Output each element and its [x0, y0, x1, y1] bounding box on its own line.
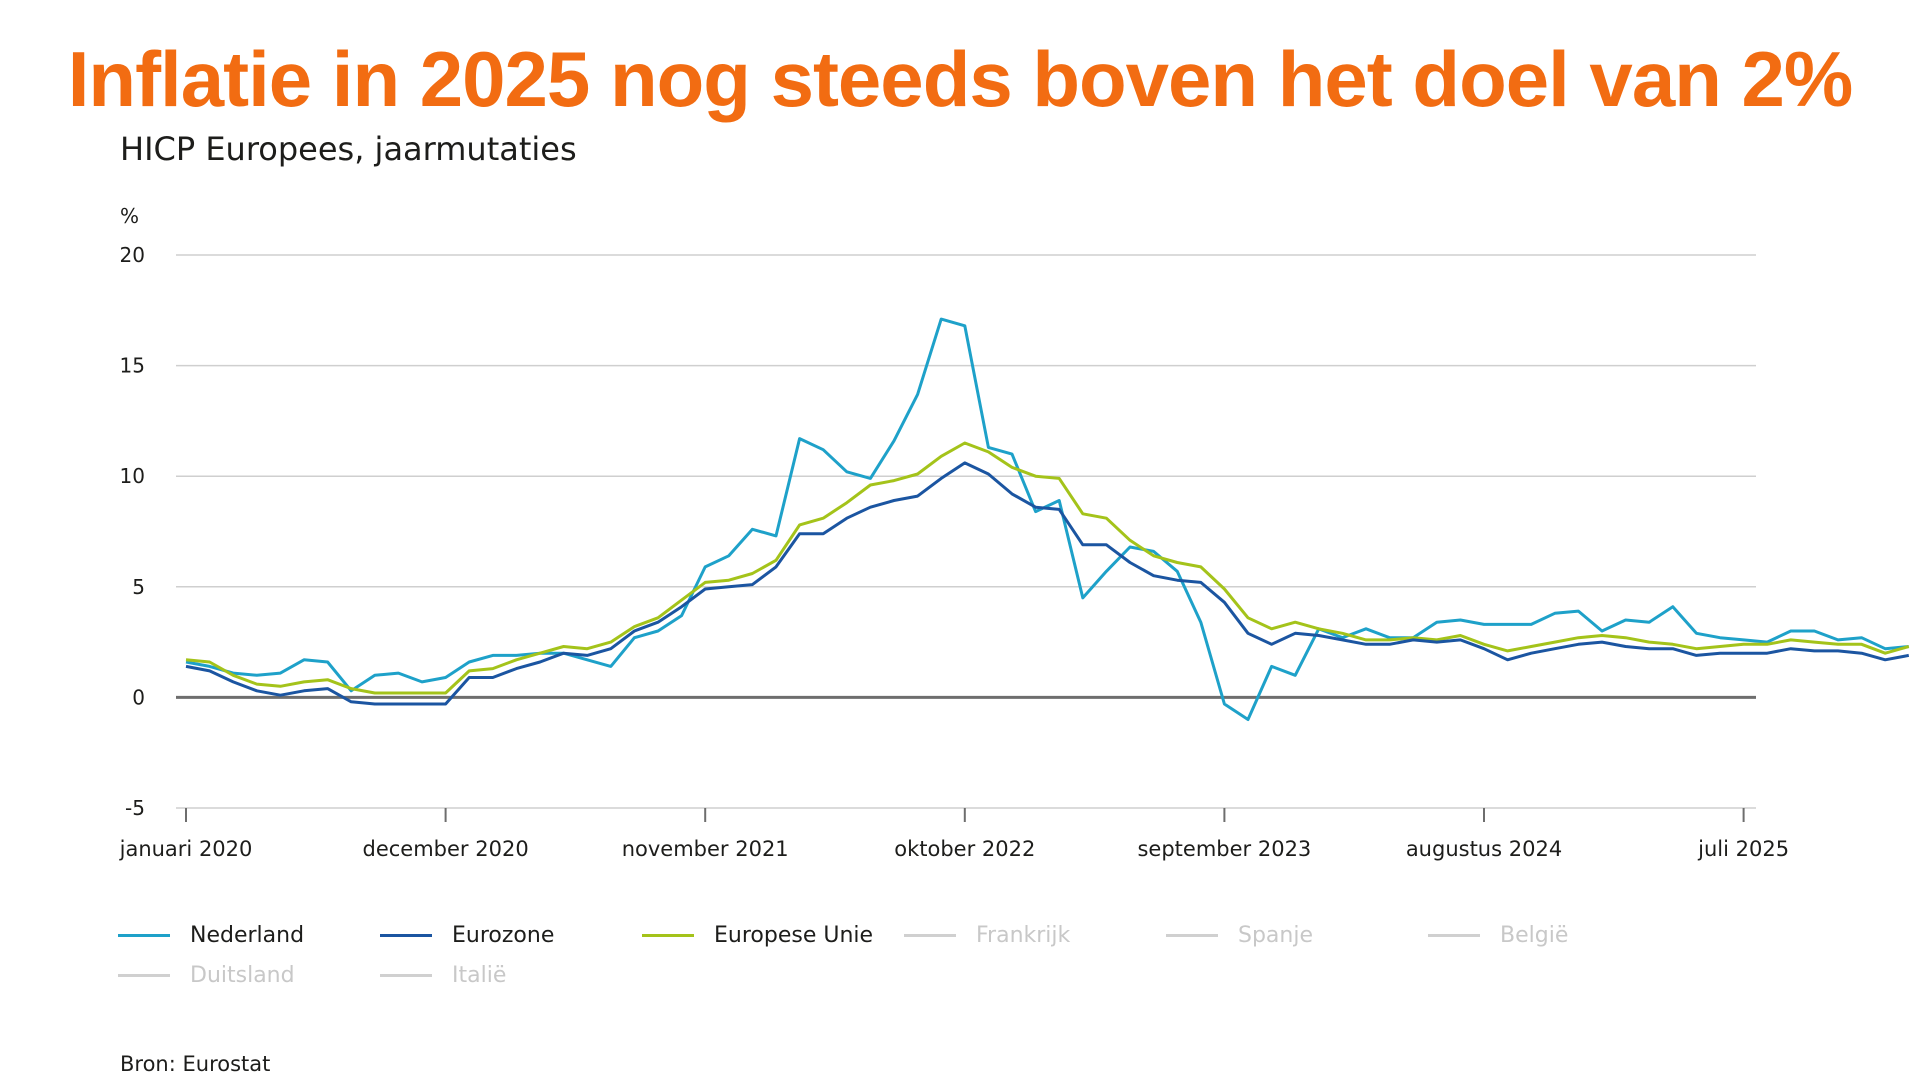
- x-tick-label: november 2021: [622, 837, 789, 861]
- legend-item-europese-unie[interactable]: Europese Unie: [642, 918, 873, 952]
- y-tick-label: 10: [120, 464, 145, 488]
- y-tick-label: 20: [120, 243, 145, 267]
- series-line-nederland: [185, 317, 1909, 721]
- legend-swatch: [1166, 933, 1218, 937]
- x-tick-label: januari 2020: [119, 837, 253, 861]
- legend-swatch: [118, 973, 170, 977]
- legend-item-frankrijk[interactable]: Frankrijk: [904, 918, 1070, 952]
- legend-item-duitsland[interactable]: Duitsland: [118, 958, 295, 992]
- x-tick-label: oktober 2022: [894, 837, 1035, 861]
- series-line-eurozone: [185, 461, 1910, 706]
- legend-label: Duitsland: [190, 962, 295, 988]
- series-line-europese-unie: [185, 441, 1910, 695]
- legend-label: Spanje: [1238, 922, 1314, 948]
- x-tick-label: augustus 2024: [1406, 837, 1562, 861]
- legend-swatch: [1428, 933, 1480, 937]
- legend-label: Europese Unie: [714, 922, 874, 948]
- x-tick-label: juli 2025: [1697, 837, 1789, 861]
- legend-item-nederland[interactable]: Nederland: [118, 918, 304, 952]
- legend-item-italië[interactable]: Italië: [380, 958, 506, 992]
- x-tick-label: september 2023: [1137, 837, 1311, 861]
- legend-swatch: [380, 973, 432, 977]
- legend-item-eurozone[interactable]: Eurozone: [380, 918, 554, 952]
- legend-swatch: [118, 933, 170, 937]
- y-tick-label: 15: [120, 354, 145, 378]
- legend-item-spanje[interactable]: Spanje: [1166, 918, 1313, 952]
- legend-label: Italië: [452, 962, 507, 988]
- gridlines: [176, 254, 1756, 809]
- headline: Inflatie in 2025 nog steeds boven het do…: [67, 35, 1854, 123]
- source-note: Bron: Eurostat: [120, 1052, 271, 1076]
- legend-label: België: [1500, 922, 1569, 948]
- legend-item-belgië[interactable]: België: [1428, 918, 1568, 952]
- legend-swatch: [904, 933, 956, 937]
- axis-ticks: -5 0 5 10 15 20 januari 2020 december 2020 novem…: [119, 243, 1789, 861]
- x-tick-label: december 2020: [363, 837, 529, 861]
- y-axis-unit-label: %: [120, 204, 139, 228]
- y-tick-label: -5: [125, 796, 145, 820]
- y-tick-label: 5: [132, 575, 145, 599]
- legend-label: Eurozone: [452, 922, 555, 948]
- legend-label: Nederland: [190, 922, 305, 948]
- legend-swatch: [642, 933, 694, 937]
- legend-swatch: [380, 933, 432, 937]
- chart-title: HICP Europees, jaarmutaties: [120, 130, 577, 168]
- line-chart: -5 0 5 10 15 20 januari 2020 december 2020 novem…: [119, 204, 1910, 861]
- y-tick-label: 0: [132, 685, 145, 709]
- series-lines: [185, 317, 1910, 721]
- legend-label: Frankrijk: [976, 922, 1071, 948]
